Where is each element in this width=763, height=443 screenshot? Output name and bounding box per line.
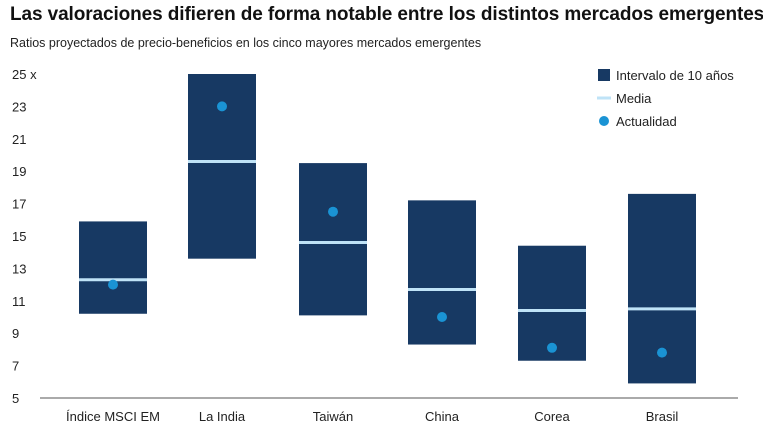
range-bar [299,163,367,316]
legend-label: Media [616,91,652,106]
y-tick-label: 19 [12,164,26,179]
current-point [217,101,227,112]
y-tick-label: 7 [12,359,19,374]
y-tick-label: 13 [12,261,26,276]
mean-lines [79,159,696,313]
legend-label: Intervalo de 10 años [616,68,734,83]
range-bar [408,200,476,345]
x-category-label: La India [199,409,246,424]
range-bar [518,245,586,361]
y-tick-label: 15 [12,229,26,244]
y-tick-label: 25 x [12,67,37,82]
x-category-label: Taiwán [313,409,353,424]
x-category-label: Brasil [646,409,679,424]
y-axis-tick-labels: 5 7 9 11 13 15 17 19 21 23 25 x [12,67,37,406]
current-point [328,206,338,217]
legend: Intervalo de 10 años Media Actualidad [597,68,734,129]
current-points [108,101,667,358]
legend-current-swatch [599,116,609,126]
chart-subtitle: Ratios proyectados de precio-beneficios … [10,36,482,50]
legend-range-swatch [598,69,610,81]
current-point [437,312,447,322]
legend-label: Actualidad [616,114,677,129]
y-tick-label: 11 [12,294,26,309]
x-category-label: China [425,409,460,424]
y-tick-label: 23 [12,99,26,114]
current-point [108,279,118,290]
chart-title: Las valoraciones difieren de forma notab… [10,4,763,25]
range-bar [79,221,147,314]
y-tick-label: 21 [12,132,26,147]
y-tick-label: 17 [12,197,26,212]
x-category-label: Índice MSCI EM [66,409,160,424]
x-category-label: Corea [534,409,570,424]
current-point [657,347,667,358]
current-point [547,342,557,353]
range-bars [79,74,696,384]
x-axis-category-labels: Índice MSCI EM La India Taiwán China Corea Br… [66,409,678,424]
y-tick-label: 9 [12,326,19,341]
y-tick-label: 5 [12,391,19,406]
